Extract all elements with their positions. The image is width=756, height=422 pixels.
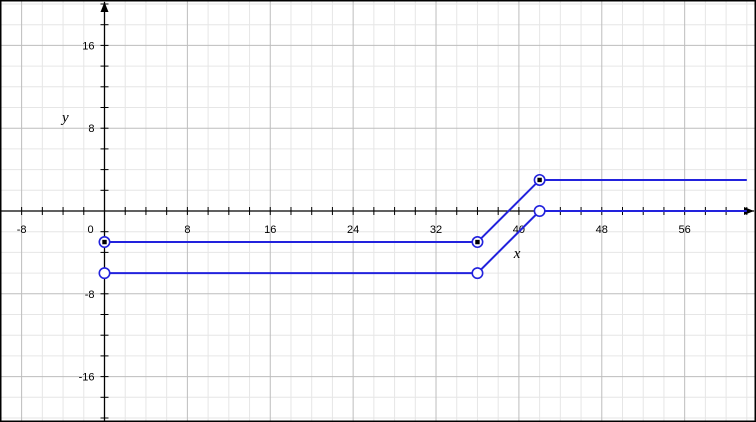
x-tick-label: 16	[264, 224, 276, 236]
closed-point-dot	[102, 239, 107, 245]
y-tick-label: -16	[79, 372, 95, 384]
series-line	[104, 178, 747, 244]
y-tick-label: 16	[82, 40, 94, 52]
closed-point-dot	[537, 177, 542, 183]
x-tick-label: -8	[17, 224, 27, 236]
x-tick-label: 8	[184, 224, 190, 236]
y-axis-label: y	[60, 110, 69, 126]
y-tick-label: 8	[88, 123, 94, 135]
x-tick-label: 56	[679, 224, 691, 236]
series-line	[104, 210, 747, 275]
open-point	[98, 267, 111, 280]
x-tick-label: 40	[513, 224, 525, 236]
x-tick-label: 48	[596, 224, 608, 236]
open-point	[533, 205, 546, 218]
x-axis-label: x	[513, 246, 521, 262]
open-point	[471, 267, 484, 280]
y-tick-label: -8	[85, 289, 95, 301]
x-tick-label: 32	[430, 224, 442, 236]
x-tick-label: 0	[87, 224, 93, 236]
tick-labels: -8 0 8 16 24 32 40 48 56 16 8 -8 -16	[17, 40, 691, 383]
series-layer	[98, 173, 747, 280]
closed-point-dot	[475, 239, 480, 245]
x-tick-label: 24	[347, 224, 359, 236]
y-axis-arrow-icon	[100, 2, 109, 12]
